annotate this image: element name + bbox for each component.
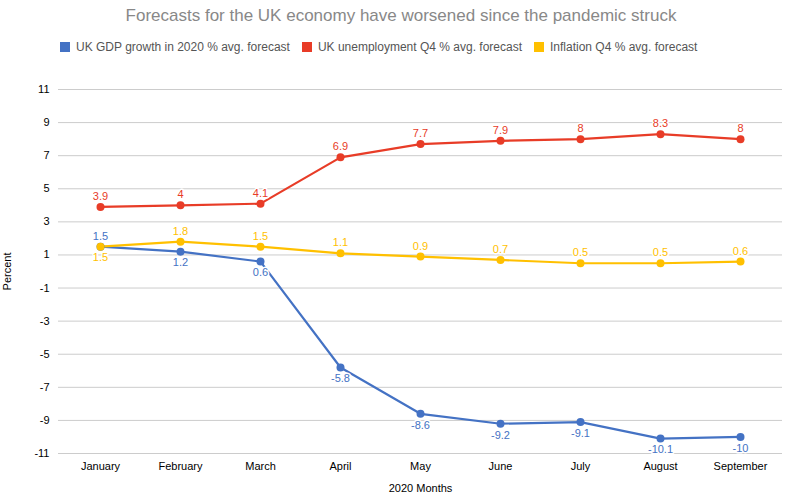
svg-text:3.9: 3.9 [93, 190, 108, 202]
svg-text:April: April [329, 460, 351, 472]
svg-text:8.3: 8.3 [653, 117, 668, 129]
svg-text:1.5: 1.5 [253, 230, 268, 242]
html-text:Forecasts for the UK economy h: Forecasts for the UK economy have worsen… [125, 6, 677, 25]
svg-text:2020 Months: 2020 Months [389, 482, 453, 494]
svg-text:7: 7 [43, 149, 49, 161]
svg-text:0.5: 0.5 [573, 246, 588, 258]
svg-text:-9.2: -9.2 [491, 429, 510, 441]
svg-text:9: 9 [43, 116, 49, 128]
svg-text:7.9: 7.9 [493, 124, 508, 136]
svg-text:1.5: 1.5 [93, 251, 108, 263]
svg-text:-3: -3 [40, 315, 50, 327]
svg-text:8: 8 [577, 122, 583, 134]
svg-text:4.1: 4.1 [253, 187, 268, 199]
svg-text:0.6: 0.6 [733, 245, 748, 257]
svg-text:Percent: Percent [1, 253, 13, 291]
svg-text:6.9: 6.9 [333, 140, 348, 152]
svg-text:1.8: 1.8 [173, 225, 188, 237]
svg-text:June: June [489, 460, 513, 472]
svg-text:-1: -1 [40, 282, 50, 294]
svg-text:February: February [158, 460, 203, 472]
svg-text:January: January [81, 460, 121, 472]
svg-text:-7: -7 [40, 381, 50, 393]
svg-text:-5: -5 [40, 348, 50, 360]
svg-text:1.2: 1.2 [173, 256, 188, 268]
svg-text:July: July [571, 460, 591, 472]
svg-text:1.5: 1.5 [93, 230, 108, 242]
svg-text:-11: -11 [34, 447, 49, 459]
svg-text:1: 1 [43, 248, 49, 260]
svg-text:March: March [245, 460, 276, 472]
svg-text:5: 5 [43, 182, 49, 194]
svg-text:1.1: 1.1 [333, 236, 348, 248]
svg-text:0.6: 0.6 [253, 266, 268, 278]
svg-text:-9: -9 [40, 414, 50, 426]
svg-text:August: August [643, 460, 677, 472]
html-text:UK unemployment Q4 % avg. fore: UK unemployment Q4 % avg. forecast [317, 39, 522, 54]
svg-text:-10.1: -10.1 [648, 443, 673, 455]
svg-text:-8.6: -8.6 [411, 419, 430, 431]
svg-text:-5.8: -5.8 [331, 372, 350, 384]
svg-text:3: 3 [43, 215, 49, 227]
svg-text:September: September [714, 460, 768, 472]
svg-text:4: 4 [177, 188, 183, 200]
svg-text:7.7: 7.7 [413, 127, 428, 139]
svg-text:8: 8 [737, 122, 743, 134]
svg-text:May: May [410, 460, 431, 472]
html-text:UK GDP growth in 2020 % avg. f: UK GDP growth in 2020 % avg. forecast [76, 39, 290, 54]
svg-text:-10: -10 [733, 442, 749, 454]
html-text:Inflation Q4 % avg. forecast: Inflation Q4 % avg. forecast [550, 39, 698, 54]
svg-text:0.7: 0.7 [493, 243, 508, 255]
svg-text:0.9: 0.9 [413, 240, 428, 252]
svg-text:0.5: 0.5 [653, 246, 668, 258]
svg-text:11: 11 [38, 83, 49, 95]
svg-text:-9.1: -9.1 [571, 427, 590, 439]
